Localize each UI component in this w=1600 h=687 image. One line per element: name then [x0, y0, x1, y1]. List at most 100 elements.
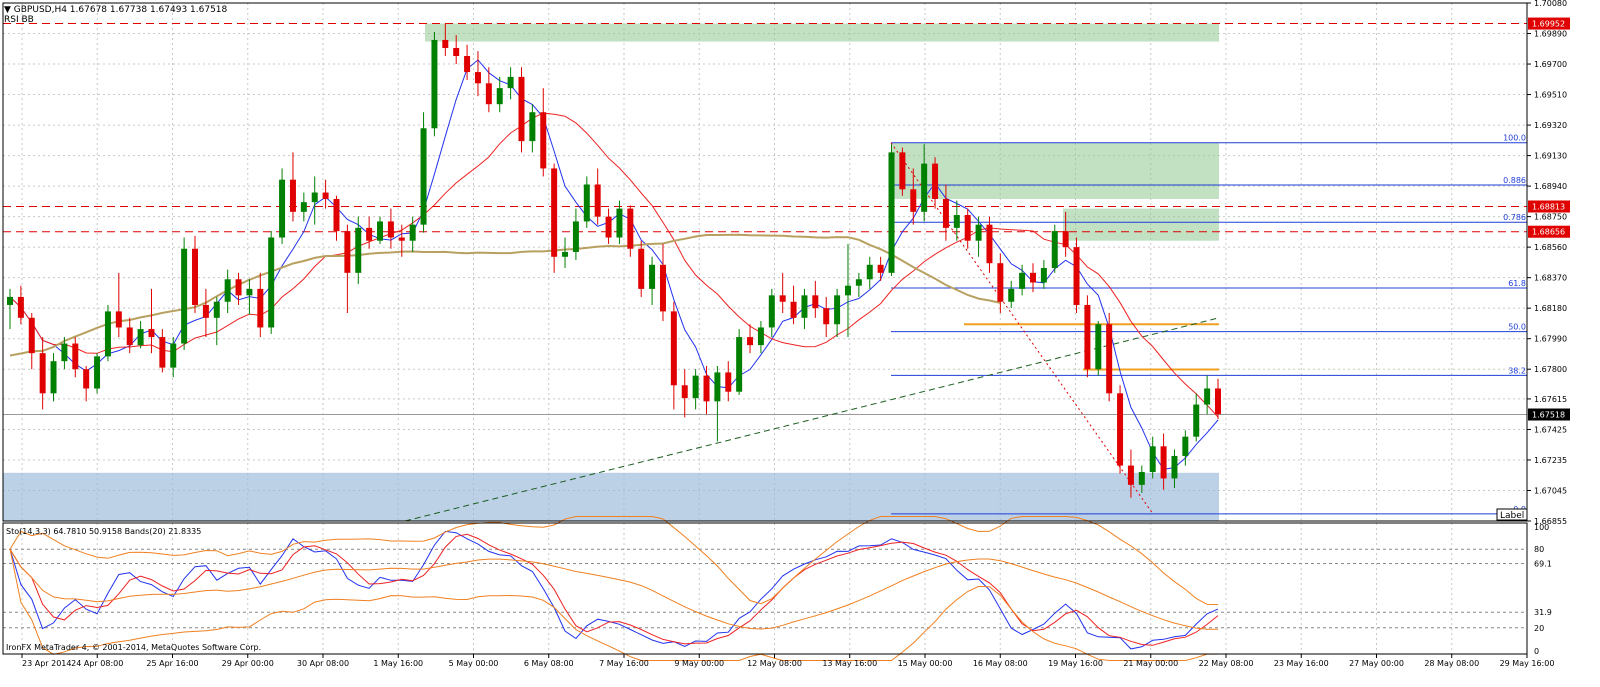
candle-body — [899, 152, 906, 190]
candle-body — [50, 361, 57, 394]
candle-body — [224, 279, 231, 302]
price-tick-label: 1.67235 — [1534, 456, 1567, 465]
stoch-main-line — [9, 530, 1219, 650]
ma-slow-line — [9, 233, 1001, 357]
candle-body — [300, 202, 307, 212]
candle-body — [572, 221, 579, 252]
candle-body — [844, 285, 851, 296]
ma-mid-line — [9, 112, 1219, 418]
price-highlight-box — [1528, 225, 1570, 238]
axes: 1.70080 1.69890 1.69700 1.69510 1.69320 1.691… — [2, 0, 1570, 668]
candle-body — [311, 192, 318, 203]
price-highlight-label: 1.69952 — [1532, 20, 1565, 29]
candle-body — [997, 263, 1004, 302]
moving-averages — [9, 59, 1219, 470]
price-highlight-label: 1.67518 — [1532, 411, 1565, 420]
candle-body — [453, 47, 460, 57]
time-tick-label: 25 Apr 16:00 — [146, 659, 198, 668]
time-tick-label: 24 Apr 08:00 — [71, 659, 123, 668]
candle-body — [953, 215, 960, 228]
demand-zone — [3, 472, 1219, 521]
candle-body — [344, 231, 351, 273]
time-tick-label: 9 May 00:00 — [674, 659, 724, 668]
candle-body — [638, 248, 645, 289]
price-highlight-box — [1528, 408, 1570, 421]
candle-body — [768, 295, 775, 328]
candle-body — [910, 189, 917, 212]
time-tick-label: 12 May 08:00 — [747, 659, 802, 668]
candle-body — [703, 375, 710, 402]
candle-body — [1127, 465, 1134, 485]
stoch-level-label: 31.9 — [1534, 608, 1552, 617]
candle-body — [790, 301, 797, 318]
indicator-labels: RSI BB — [4, 15, 34, 25]
candle-body — [529, 112, 536, 142]
time-tick-label: 5 May 00:00 — [449, 659, 499, 668]
time-tick-label: 23 May 16:00 — [1274, 659, 1329, 668]
candle-body — [246, 288, 253, 296]
candle-body — [126, 327, 133, 346]
zones — [3, 23, 1219, 521]
candle-body — [1117, 393, 1124, 466]
candle-body — [747, 337, 754, 346]
candle-body — [409, 224, 416, 241]
candle-body — [562, 251, 569, 257]
candle-body — [1106, 324, 1113, 394]
stoch-level-label: 80 — [1534, 545, 1544, 554]
price-highlight-label: 1.68656 — [1532, 228, 1565, 237]
candle-body — [616, 208, 623, 238]
candle-body — [932, 163, 939, 199]
candle-body — [1073, 247, 1080, 305]
candle-body — [921, 163, 928, 212]
fibo-level-label: 0.786 — [1503, 213, 1526, 222]
chart-header: ▼ GBPUSD,H4 1.67678 1.67738 1.67493 1.67… — [4, 5, 228, 15]
candle-body — [1149, 446, 1156, 473]
fibo-level-label: 38.2 — [1508, 366, 1526, 375]
candle-body — [540, 112, 547, 169]
candle-body — [235, 279, 242, 296]
candle-body — [181, 248, 188, 344]
candle-body — [986, 224, 993, 264]
fibo-level-label: 100.0 — [1503, 134, 1526, 143]
candle-body — [61, 343, 68, 362]
time-tick-label: 21 May 00:00 — [1123, 659, 1178, 668]
candle-body — [692, 375, 699, 399]
candle-body — [757, 327, 764, 346]
candles — [7, 23, 1221, 498]
stochastic-subwindow: 80 69.1 31.9 20 100 0 — [3, 516, 1552, 661]
candle-body — [975, 224, 982, 241]
price-highlight-label: 1.68813 — [1532, 203, 1565, 212]
price-tick-label: 1.69510 — [1534, 91, 1567, 100]
candle-body — [1215, 388, 1221, 415]
candle-body — [496, 88, 503, 105]
candle-body — [104, 311, 111, 357]
watermark: IronFX MetaTrader 4, © 2001-2014, MetaQu… — [6, 643, 261, 652]
time-tick-label: 13 May 16:00 — [822, 659, 877, 668]
price-tick-label: 1.67045 — [1534, 486, 1567, 495]
candle-body — [801, 295, 808, 318]
candle-body — [94, 356, 101, 389]
candle-body — [605, 216, 612, 238]
candle-body — [333, 198, 340, 232]
candle-body — [39, 353, 46, 394]
price-tick-label: 1.67425 — [1534, 425, 1567, 434]
stoch-max-label: 100 — [1534, 523, 1549, 532]
candle-body — [1095, 324, 1102, 370]
candle-body — [670, 311, 677, 386]
stoch-level-label: 69.1 — [1534, 559, 1552, 568]
candle-body — [148, 329, 155, 338]
candle-body — [137, 329, 144, 346]
ma-fast-line — [9, 59, 1219, 470]
candle-body — [366, 227, 373, 241]
candle-body — [7, 296, 13, 305]
main-plot-frame — [2, 2, 1528, 522]
candle-body — [170, 343, 177, 368]
candle-body — [866, 264, 873, 280]
price-tick-label: 1.68560 — [1534, 243, 1567, 252]
price-tick-label: 1.67615 — [1534, 395, 1567, 404]
price-tick-label: 1.68750 — [1534, 213, 1567, 222]
time-tick-label: 6 May 08:00 — [524, 659, 574, 668]
candle-body — [779, 295, 786, 302]
